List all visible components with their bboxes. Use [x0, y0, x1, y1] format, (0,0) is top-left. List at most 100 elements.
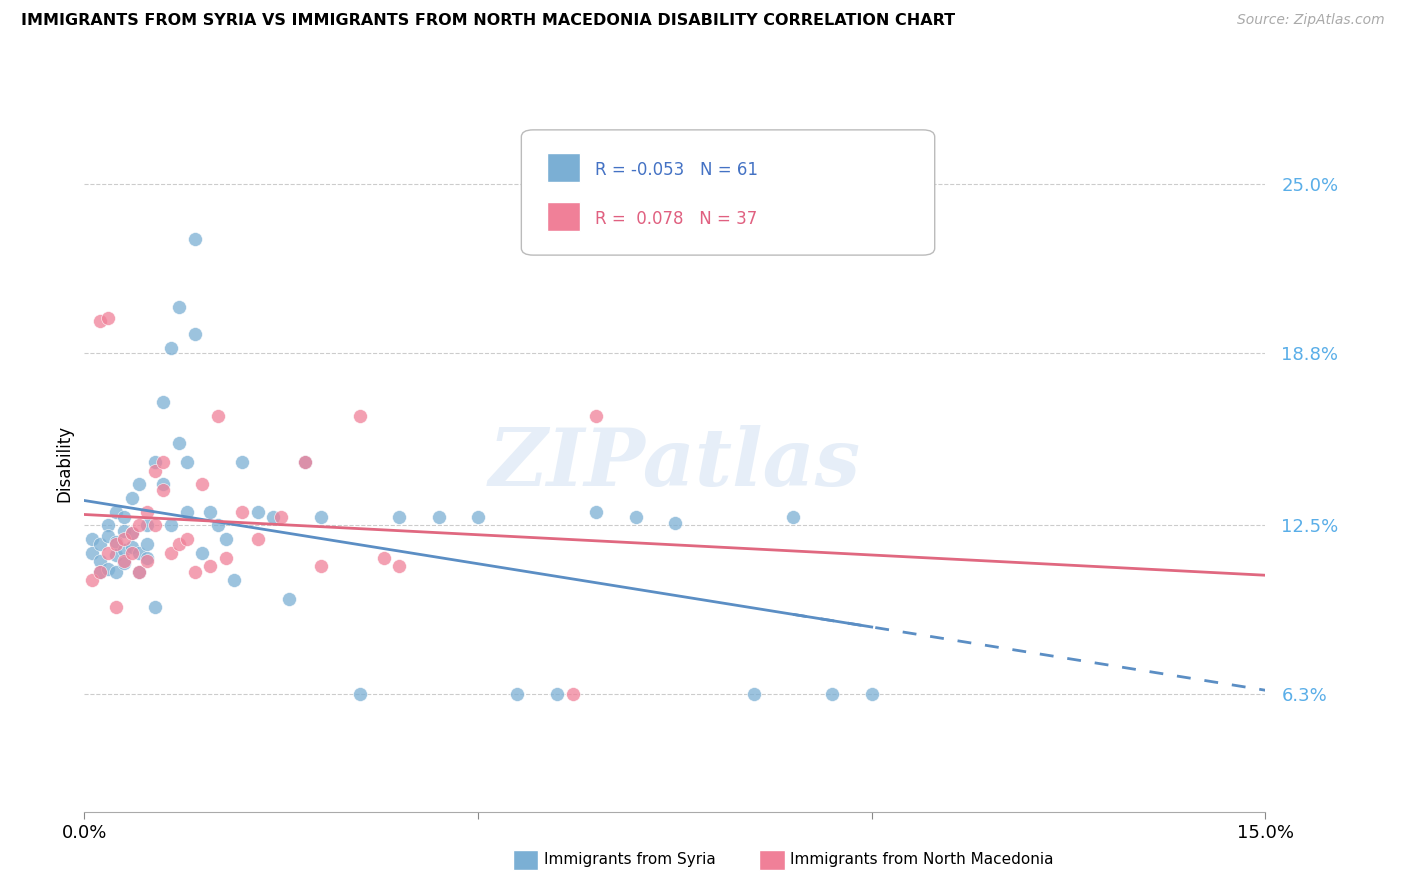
Point — [278, 591, 301, 606]
Text: Immigrants from North Macedonia: Immigrants from North Macedonia — [790, 853, 1053, 867]
Point — [246, 532, 269, 546]
Point — [270, 510, 292, 524]
Point — [309, 510, 332, 524]
Point — [373, 551, 395, 566]
Point — [160, 518, 183, 533]
Point — [207, 518, 229, 533]
Point — [112, 542, 135, 557]
Point — [128, 565, 150, 579]
Point — [231, 455, 253, 469]
Point — [506, 687, 529, 701]
Point — [152, 477, 174, 491]
Point — [349, 687, 371, 701]
Text: Immigrants from Syria: Immigrants from Syria — [544, 853, 716, 867]
Point — [191, 545, 214, 559]
Point — [143, 600, 166, 615]
Point — [112, 557, 135, 571]
Point — [104, 505, 127, 519]
Point — [82, 532, 104, 546]
Point — [222, 573, 245, 587]
Point — [262, 510, 284, 524]
Point — [112, 510, 135, 524]
Point — [104, 537, 127, 551]
Point — [104, 600, 127, 615]
Point — [231, 505, 253, 519]
Point — [136, 505, 159, 519]
Point — [388, 559, 411, 574]
FancyBboxPatch shape — [522, 130, 935, 255]
Point — [143, 455, 166, 469]
Point — [183, 565, 205, 579]
Point — [176, 532, 198, 546]
Text: R = -0.053   N = 61: R = -0.053 N = 61 — [595, 161, 758, 179]
Point — [97, 545, 120, 559]
Point — [167, 300, 190, 314]
Point — [215, 551, 238, 566]
Point — [427, 510, 450, 524]
Point — [585, 409, 607, 423]
Point — [128, 545, 150, 559]
Point — [136, 554, 159, 568]
Point — [167, 436, 190, 450]
Point — [97, 562, 120, 576]
Point — [104, 565, 127, 579]
Point — [349, 409, 371, 423]
Point — [136, 551, 159, 566]
Point — [191, 477, 214, 491]
Point — [128, 565, 150, 579]
Point — [176, 505, 198, 519]
Point — [128, 518, 150, 533]
Point — [167, 537, 190, 551]
Point — [183, 327, 205, 342]
Point — [136, 518, 159, 533]
Text: Source: ZipAtlas.com: Source: ZipAtlas.com — [1237, 13, 1385, 28]
Point — [860, 687, 883, 701]
Point — [97, 518, 120, 533]
Point — [585, 505, 607, 519]
Point — [246, 505, 269, 519]
Point — [121, 545, 143, 559]
Point — [112, 524, 135, 538]
Point — [152, 483, 174, 497]
Point — [143, 464, 166, 478]
Point — [200, 505, 222, 519]
Point — [89, 565, 111, 579]
Point — [97, 310, 120, 325]
Point — [121, 540, 143, 554]
Point — [742, 687, 765, 701]
Point — [176, 455, 198, 469]
Text: R =  0.078   N = 37: R = 0.078 N = 37 — [595, 210, 756, 228]
Point — [82, 545, 104, 559]
Point — [309, 559, 332, 574]
Point — [143, 518, 166, 533]
Point — [128, 477, 150, 491]
Point — [89, 565, 111, 579]
Point — [664, 516, 686, 530]
Point — [561, 687, 583, 701]
Point — [104, 548, 127, 562]
Point — [160, 341, 183, 355]
Text: IMMIGRANTS FROM SYRIA VS IMMIGRANTS FROM NORTH MACEDONIA DISABILITY CORRELATION : IMMIGRANTS FROM SYRIA VS IMMIGRANTS FROM… — [21, 13, 955, 29]
FancyBboxPatch shape — [547, 153, 581, 182]
Point — [546, 687, 568, 701]
Point — [624, 510, 647, 524]
Text: ZIPatlas: ZIPatlas — [489, 425, 860, 502]
Point — [467, 510, 489, 524]
Point — [215, 532, 238, 546]
Point — [121, 491, 143, 505]
Point — [82, 573, 104, 587]
Point — [294, 455, 316, 469]
Point — [207, 409, 229, 423]
Point — [89, 537, 111, 551]
Point — [104, 534, 127, 549]
Point — [183, 232, 205, 246]
Point — [152, 395, 174, 409]
Point — [160, 545, 183, 559]
Point — [112, 554, 135, 568]
Point — [121, 526, 143, 541]
Point — [112, 532, 135, 546]
Point — [388, 510, 411, 524]
Point — [121, 526, 143, 541]
Point — [89, 554, 111, 568]
Point — [152, 455, 174, 469]
